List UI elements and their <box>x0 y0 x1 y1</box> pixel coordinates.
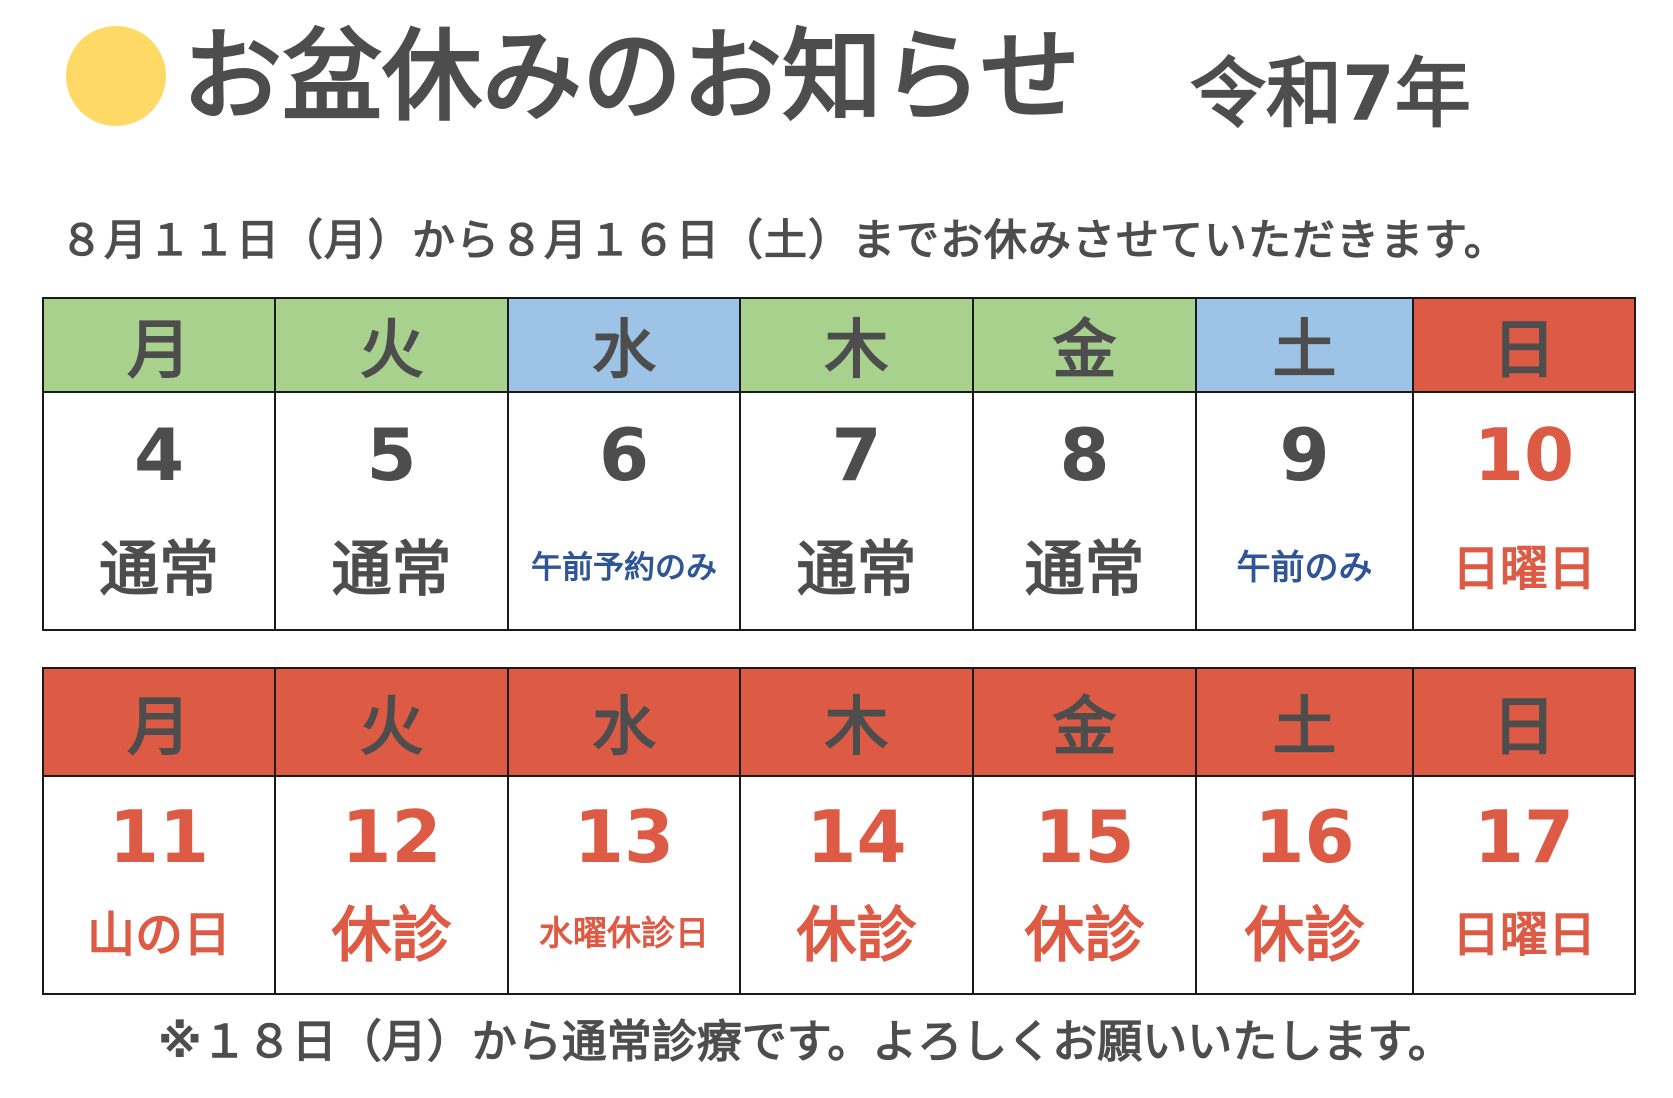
weekday-cell: 水 <box>507 667 741 777</box>
weekday-cell: 木 <box>739 297 974 393</box>
weekday-header-row: 月 火 水 木 金 土 日 <box>42 297 1636 393</box>
day-number: 11 <box>108 795 210 879</box>
day-number: 8 <box>1059 413 1110 497</box>
day-cell: 16 休診 <box>1195 775 1414 995</box>
holiday-notice: ８月１１日（月）から８月１６日（土）までお休みさせていただきます。 <box>60 216 1508 266</box>
day-number: 10 <box>1473 413 1575 497</box>
day-number: 12 <box>341 795 442 879</box>
day-number: 13 <box>573 795 675 879</box>
day-number: 5 <box>366 413 417 497</box>
weekday-cell: 木 <box>739 667 974 777</box>
footer-note: ※１８日（月）から通常診療です。よろしくお願いいたします。 <box>158 1015 1453 1068</box>
era-year: 令和7年 <box>1190 49 1471 138</box>
calendar-week-1: 月 火 水 木 金 土 日 4 通常 5 通常 6 午前予約のみ 7 通常 8 通常 9 午… <box>42 297 1636 631</box>
day-cell: 10 日曜日 <box>1412 391 1636 631</box>
day-cell: 11 山の日 <box>42 775 276 995</box>
day-status: 通常 <box>331 534 452 605</box>
day-cell: 5 通常 <box>274 391 509 631</box>
day-number: 16 <box>1254 795 1355 879</box>
weekday-cell: 火 <box>274 667 509 777</box>
day-status: 通常 <box>796 534 917 605</box>
day-status: 休診 <box>331 900 452 971</box>
day-cell: 9 午前のみ <box>1195 391 1414 631</box>
day-status: 休診 <box>1024 900 1145 971</box>
weekday-cell: 日 <box>1412 667 1636 777</box>
day-cell: 17 日曜日 <box>1412 775 1636 995</box>
day-status: 通常 <box>1024 534 1145 605</box>
day-status: 日曜日 <box>1451 907 1596 963</box>
day-cell: 13 水曜休診日 <box>507 775 741 995</box>
day-number: 15 <box>1034 795 1135 879</box>
day-number: 14 <box>806 795 907 879</box>
weekday-cell: 土 <box>1195 297 1414 393</box>
day-cell: 7 通常 <box>739 391 974 631</box>
weekday-cell: 水 <box>507 297 741 393</box>
day-cell: 8 通常 <box>972 391 1197 631</box>
weekday-header-row: 月 火 水 木 金 土 日 <box>42 667 1636 777</box>
day-number: 4 <box>133 413 185 497</box>
weekday-cell: 月 <box>42 297 276 393</box>
weekday-cell: 火 <box>274 297 509 393</box>
day-cell: 12 休診 <box>274 775 509 995</box>
day-status: 水曜休診日 <box>539 913 709 954</box>
day-status: 通常 <box>99 534 219 605</box>
weekday-cell: 金 <box>972 297 1197 393</box>
day-status: 休診 <box>1244 900 1365 971</box>
day-status: 休診 <box>796 900 917 971</box>
day-status: 午前のみ <box>1236 547 1373 588</box>
day-number: 6 <box>598 413 650 497</box>
page-title: お盆休みのお知らせ <box>182 18 1080 135</box>
calendar-week-2: 月 火 水 木 金 土 日 11 山の日 12 休診 13 水曜休診日 14 休診 15… <box>42 667 1636 995</box>
date-row: 4 通常 5 通常 6 午前予約のみ 7 通常 8 通常 9 午前のみ 10 日曜日 <box>42 391 1636 631</box>
yellow-dot-icon <box>66 26 166 126</box>
day-cell: 15 休診 <box>972 775 1197 995</box>
weekday-cell: 日 <box>1412 297 1636 393</box>
weekday-cell: 金 <box>972 667 1197 777</box>
weekday-cell: 土 <box>1195 667 1414 777</box>
date-row: 11 山の日 12 休診 13 水曜休診日 14 休診 15 休診 16 休診 17 日曜日 <box>42 775 1636 995</box>
weekday-cell: 月 <box>42 667 276 777</box>
day-number: 9 <box>1279 413 1330 497</box>
day-status: 日曜日 <box>1451 541 1596 597</box>
day-cell: 6 午前予約のみ <box>507 391 741 631</box>
day-number: 7 <box>831 413 882 497</box>
day-status: 午前予約のみ <box>531 549 717 586</box>
day-number: 17 <box>1473 795 1575 879</box>
day-cell: 4 通常 <box>42 391 276 631</box>
day-cell: 14 休診 <box>739 775 974 995</box>
day-status: 山の日 <box>86 907 231 963</box>
